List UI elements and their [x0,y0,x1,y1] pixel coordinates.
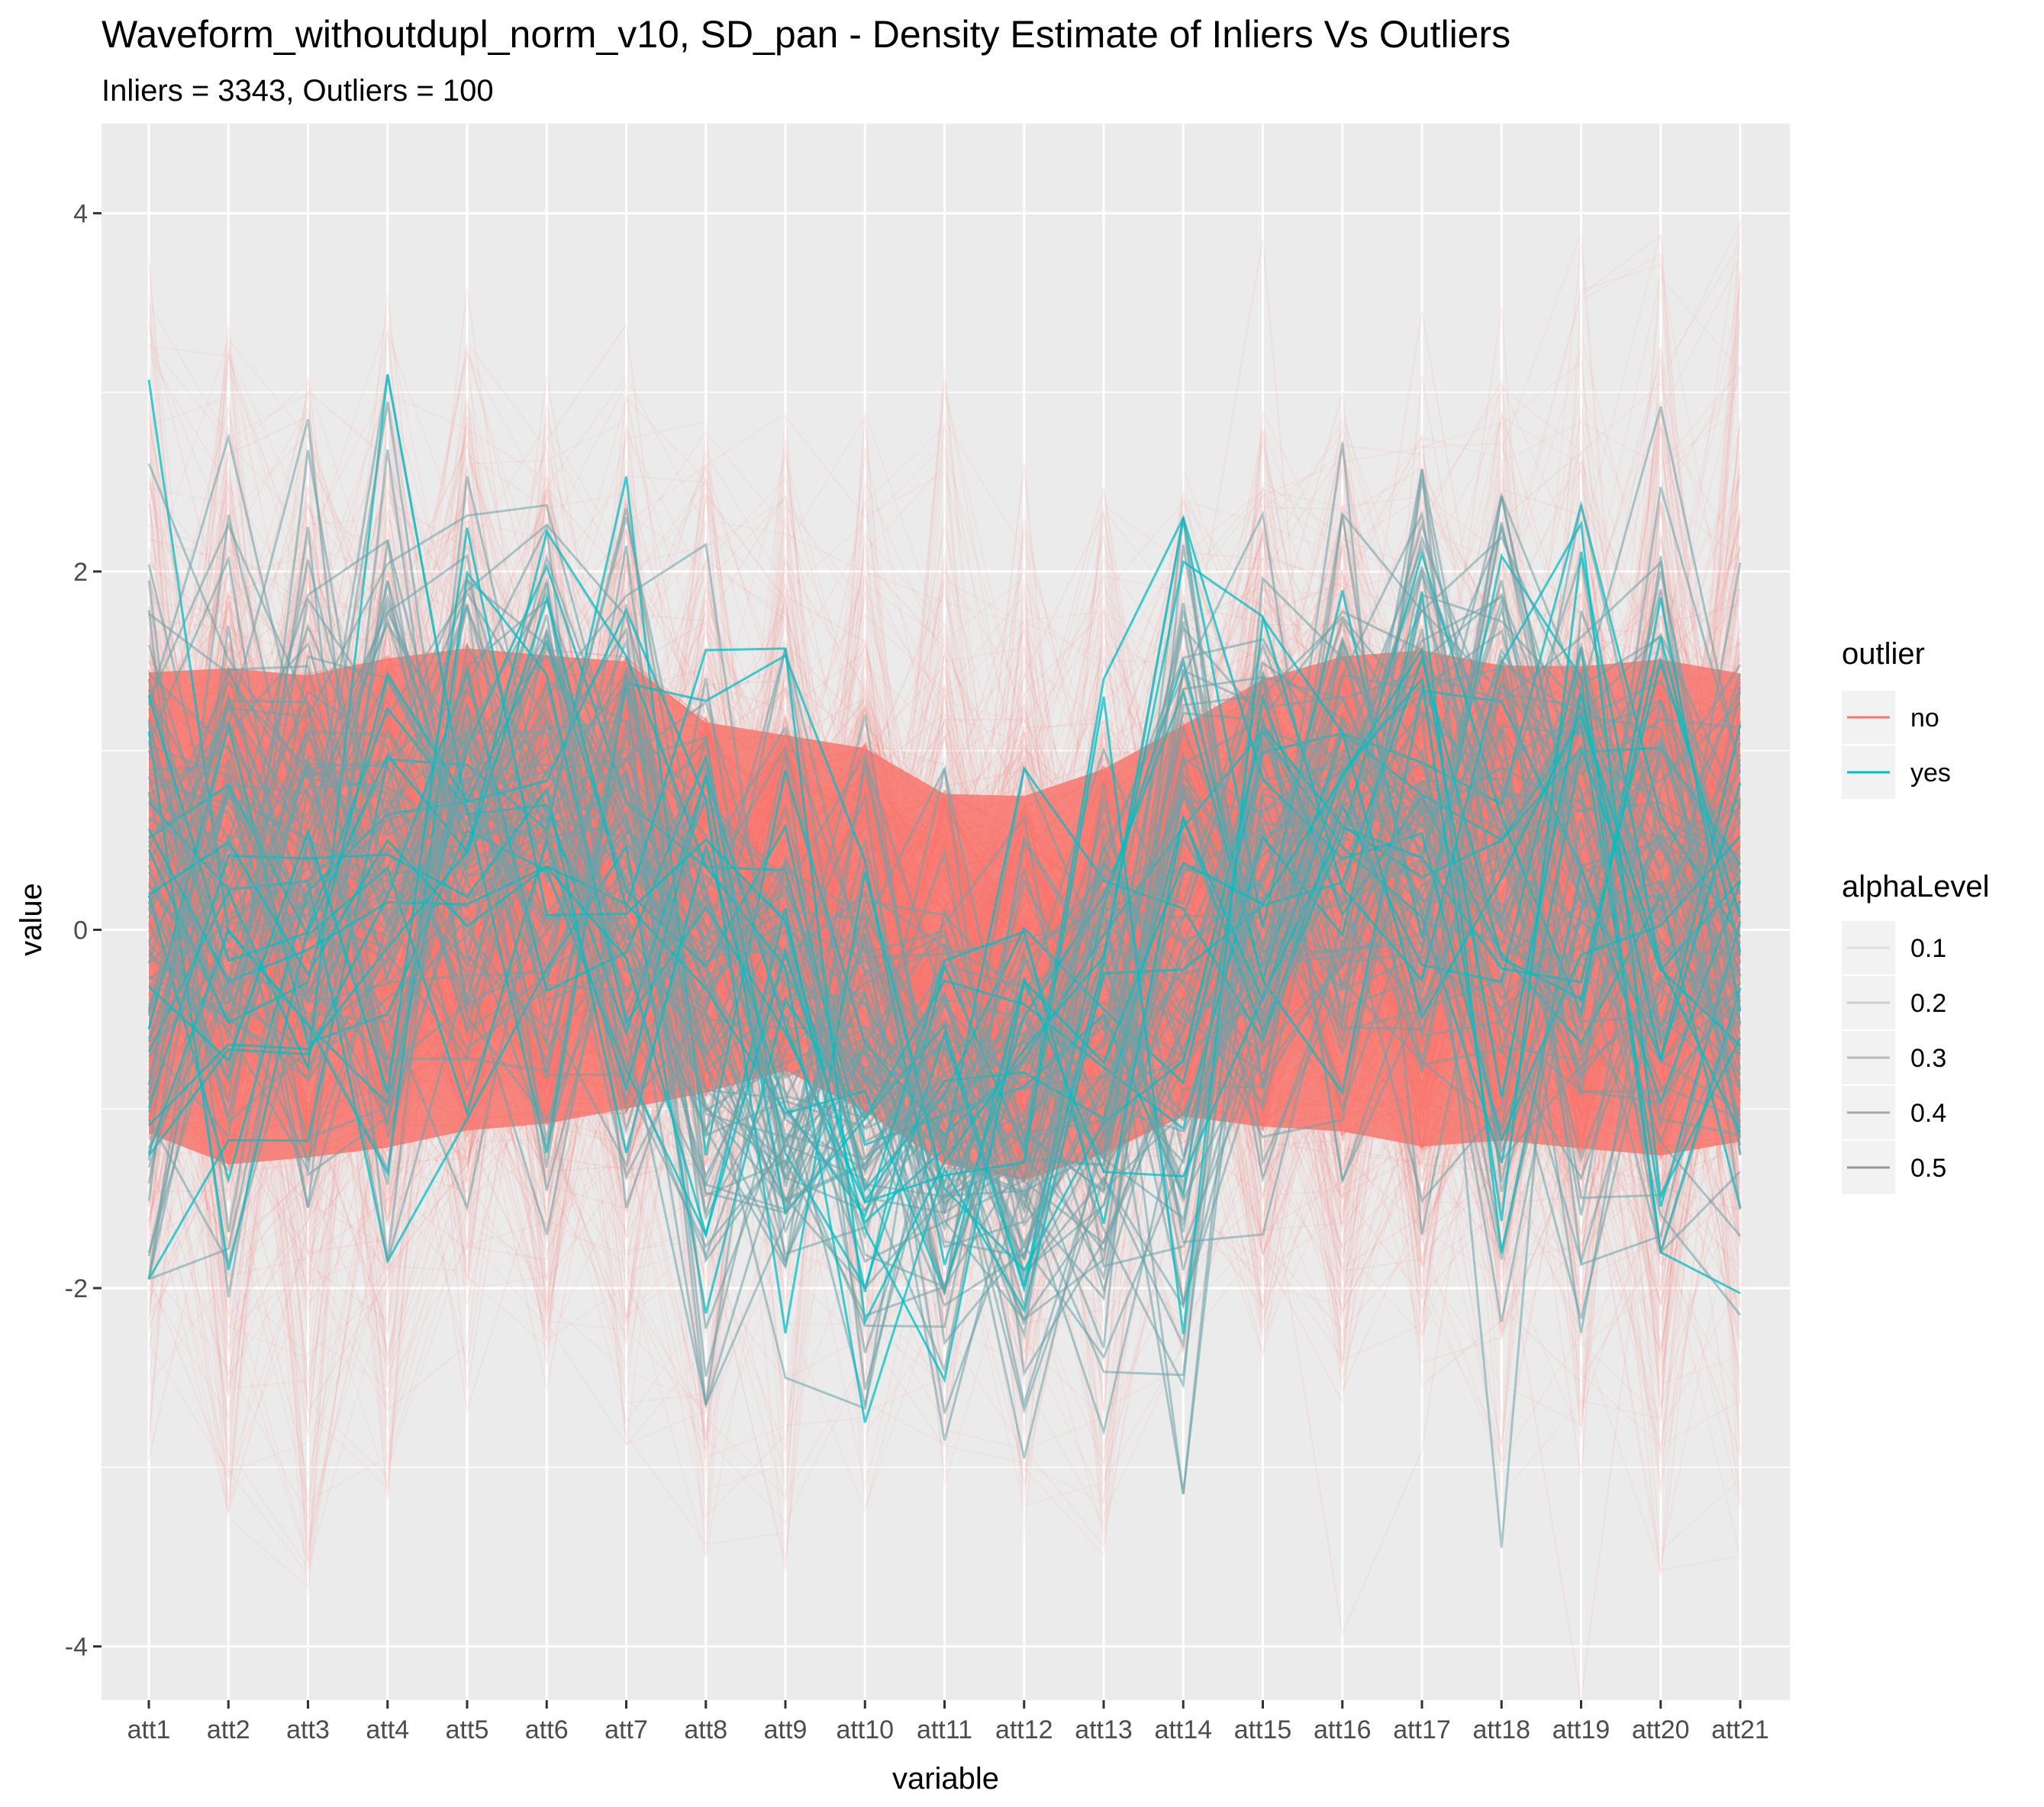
inlier-line [148,231,1741,1496]
inlier-line [148,487,1741,1571]
y-axis: -4 -2 0 2 4 [65,199,102,1662]
outlier-line [147,569,1742,1208]
legend-label-alpha: 0.4 [1910,1099,1946,1128]
outlier-line [147,720,1741,1410]
y-tick-label: -2 [65,1274,88,1303]
x-tick-label: att19 [1552,1715,1610,1744]
outlier-line [147,511,1742,1281]
inlier-line [148,328,1741,1490]
x-tick-label: att3 [286,1715,330,1744]
outlier-line [147,462,1742,1253]
x-tick-label: att21 [1711,1715,1769,1744]
inlier-line [148,646,1741,1135]
inlier-line [148,659,1741,1103]
legend-label-alpha: 0.2 [1910,989,1946,1018]
chart-title: Waveform_withoutdupl_norm_v10, SD_pan - … [102,13,1510,56]
legend-key-alpha [1842,921,1895,974]
legend-title-outlier: outlier [1842,637,1925,671]
x-tick-label: att6 [525,1715,569,1744]
outlier-line [147,522,1741,1329]
inlier-line [148,706,1741,1171]
outlier-line [147,718,1741,1322]
y-tick-label: -4 [65,1633,88,1662]
outlier-line [147,504,1742,1191]
x-tick-label: att15 [1234,1715,1292,1744]
x-tick-label: att13 [1075,1715,1133,1744]
inlier-line [148,308,1741,1414]
x-tick-label: att10 [836,1715,894,1744]
inlier-line [148,682,1741,1070]
x-tick-label: att9 [764,1715,808,1744]
outlier-line [147,527,1742,1383]
legend-label-alpha: 0.5 [1910,1154,1946,1183]
inlier-line [148,221,1741,1474]
outlier-line [148,615,1742,1335]
inlier-line [148,356,1741,1571]
outlier-line [147,645,1741,1149]
outlier-line [147,529,1742,1423]
inlier-line [148,369,1741,1390]
inlier-line [148,305,1741,1409]
inlier-line [148,224,1741,1538]
inlier-line [148,647,1741,1182]
outlier-line [148,577,1742,1206]
outlier-line [147,514,1742,1294]
outlier-line [148,495,1741,1354]
inlier-line [148,374,1741,1409]
outlier-line [147,560,1742,1390]
outlier-line [147,527,1741,1262]
x-tick-label: att4 [366,1715,409,1744]
x-axis-title: variable [892,1762,999,1796]
inlier-line [148,363,1741,1506]
legend-key-alpha [1842,976,1895,1029]
x-tick-label: att12 [995,1715,1053,1744]
x-tick-label: att14 [1154,1715,1212,1744]
x-tick-label: att2 [207,1715,250,1744]
outlier-line [147,628,1742,1263]
legend-label-alpha: 0.3 [1910,1044,1946,1073]
x-tick-label: att16 [1314,1715,1372,1744]
outlier-line [148,517,1742,1377]
legend: outlier no yes alphaLevel 0.1 0.2 0.3 0.4 0.5 [1842,637,1990,1194]
outlier-lines [147,374,1742,1548]
x-axis: att1 att2 att3 att4 att5 att6 att7 att8 att9 att1… [127,1700,1769,1744]
x-tick-label: att5 [446,1715,489,1744]
legend-label-alpha: 0.1 [1910,934,1946,963]
legend-label-no: no [1910,704,1939,733]
y-tick-label: 2 [73,558,88,587]
x-tick-label: att8 [684,1715,727,1744]
inlier-line [148,424,1741,1570]
outlier-line [147,635,1742,1192]
x-tick-label: att7 [604,1715,648,1744]
outlier-line [148,610,1741,1187]
x-tick-label: att11 [917,1715,972,1744]
y-tick-label: 4 [73,199,88,228]
x-tick-label: att1 [127,1715,171,1744]
x-tick-label: att17 [1393,1715,1451,1744]
x-tick-label: att20 [1632,1715,1690,1744]
chart-subtitle: Inliers = 3343, Outliers = 100 [102,74,494,108]
legend-label-yes: yes [1910,759,1951,788]
inlier-line [148,416,1741,1480]
inlier-line [148,723,1741,1124]
x-tick-label: att18 [1472,1715,1530,1744]
outlier-line [147,520,1742,1326]
outlier-line [147,653,1742,1271]
inlier-line [148,672,1741,1157]
outlier-line [147,590,1742,1290]
legend-key-alpha [1842,1031,1895,1084]
legend-title-alphalevel: alphaLevel [1842,870,1990,904]
y-tick-label: 0 [73,916,88,945]
inlier-line [148,263,1741,1524]
outlier-line [147,522,1741,1258]
y-axis-title: value [15,883,48,956]
inlier-line [148,256,1741,1503]
